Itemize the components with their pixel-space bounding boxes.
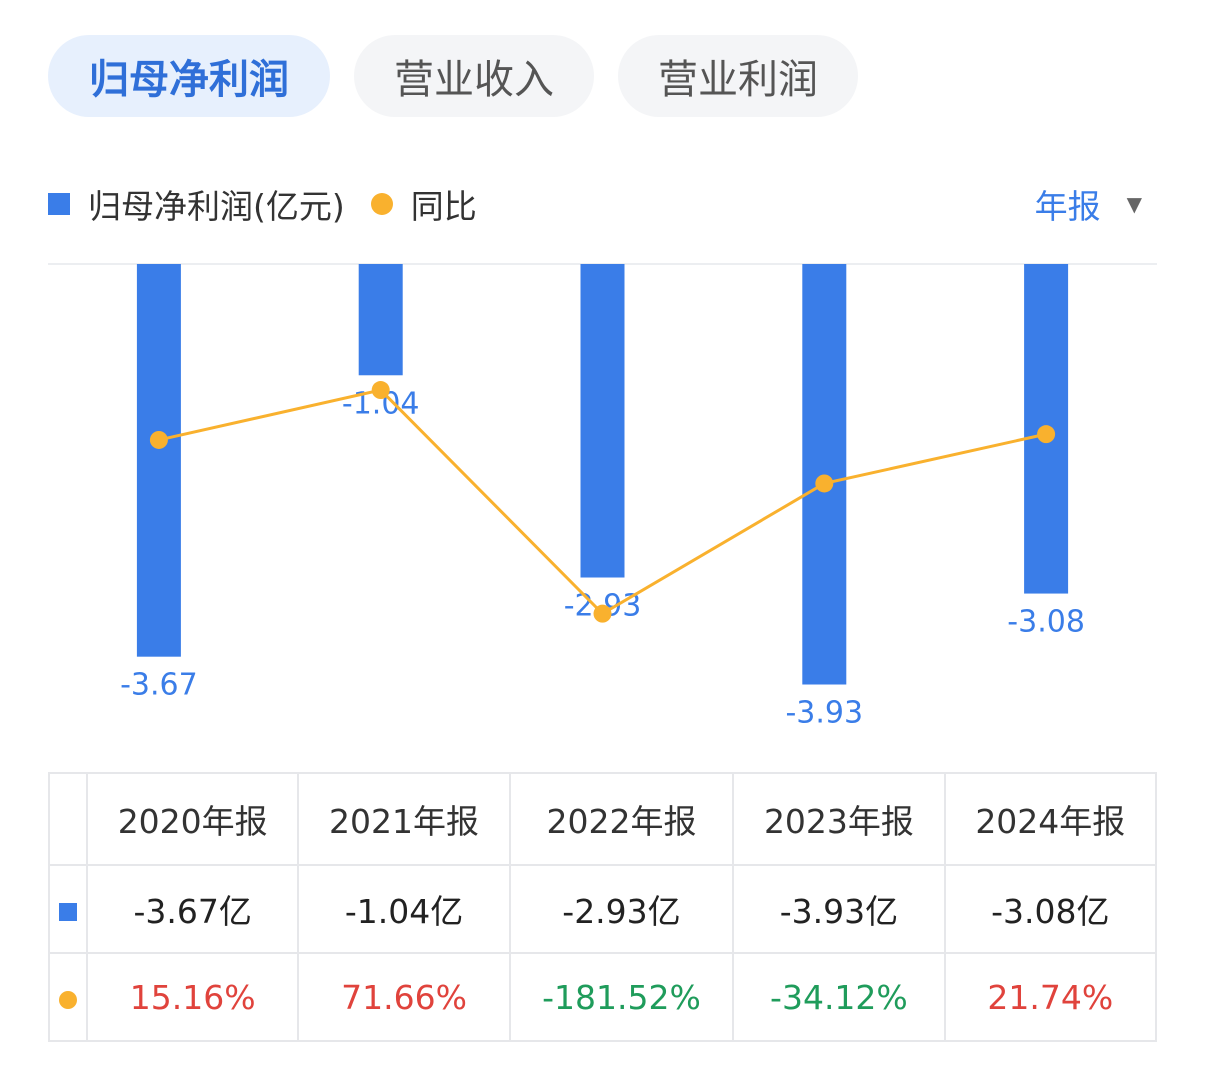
period-selector[interactable]: 年报 ▼	[1035, 180, 1142, 228]
tab-operating-profit[interactable]: 营业利润	[618, 35, 858, 117]
table-corner-cell	[48, 772, 88, 866]
table-cell: 71.66%	[297, 952, 511, 1042]
table-cell: -34.12%	[732, 952, 946, 1042]
period-selector-label: 年报	[1034, 187, 1101, 226]
table-header-cell: 2022年报	[508, 772, 735, 866]
bar-value-label: -3.67	[120, 668, 198, 703]
table-header-cell: 2021年报	[297, 772, 511, 866]
table-cell: 21.74%	[943, 952, 1158, 1042]
yoy-point	[593, 604, 612, 623]
table-cell: -1.04亿	[297, 864, 511, 954]
metric-tabs: 归母净利润 营业收入 营业利润	[48, 35, 858, 117]
bar-legend-swatch	[48, 193, 70, 215]
table-header-row: 2020年报 2021年报 2022年报 2023年报 2024年报	[48, 772, 1158, 866]
table-cell: -181.52%	[508, 952, 735, 1042]
table-cell: -2.93亿	[508, 864, 735, 954]
bar	[802, 264, 847, 685]
yoy-point	[815, 474, 834, 493]
table-cell: 15.16%	[85, 952, 300, 1042]
chart-legend: 归母净利润(亿元) 同比	[48, 180, 477, 228]
table-cell: -3.93亿	[732, 864, 946, 954]
tab-net-profit[interactable]: 归母净利润	[48, 35, 330, 117]
data-table: 2020年报 2021年报 2022年报 2023年报 2024年报 -3.67…	[48, 772, 1158, 1042]
table-header-cell: 2020年报	[85, 772, 300, 866]
bar	[136, 264, 181, 657]
bar-value-label: -3.93	[785, 696, 863, 731]
bar-value-label: -3.08	[1007, 605, 1085, 640]
yoy-point	[1037, 425, 1056, 444]
caret-down-icon: ▼	[1126, 192, 1142, 216]
line-legend-label: 同比	[410, 187, 477, 226]
table-row-yoy: 15.16% 71.66% -181.52% -34.12% 21.74%	[48, 952, 1158, 1042]
bar	[580, 264, 625, 578]
tab-revenue[interactable]: 营业收入	[354, 35, 594, 117]
dot-marker-icon	[59, 990, 77, 1009]
profit-chart: -3.67-1.04-2.93-3.93-3.08	[48, 263, 1157, 731]
table-row-marker	[48, 952, 88, 1042]
table-cell: -3.08亿	[943, 864, 1158, 954]
table-header-cell: 2023年报	[732, 772, 946, 866]
yoy-point	[371, 381, 390, 400]
bar-marker-icon	[59, 902, 77, 921]
bar	[358, 264, 403, 376]
table-cell: -3.67亿	[85, 864, 300, 954]
line-legend-swatch	[370, 193, 393, 215]
table-row-marker	[48, 864, 88, 954]
yoy-point	[149, 430, 168, 449]
bar-legend-label: 归母净利润(亿元)	[88, 187, 345, 226]
table-row-profit: -3.67亿 -1.04亿 -2.93亿 -3.93亿 -3.08亿	[48, 864, 1158, 954]
table-header-cell: 2024年报	[943, 772, 1158, 866]
